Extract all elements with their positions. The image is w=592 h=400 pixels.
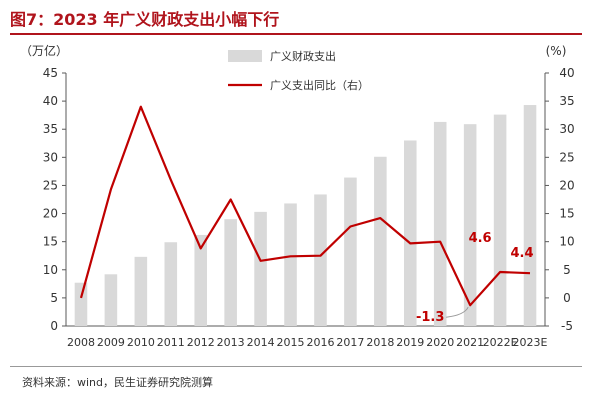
bar-series xyxy=(74,105,537,327)
x-tick-label: 2009 xyxy=(97,336,125,349)
x-tick-label: 2023E xyxy=(513,336,548,349)
right-tick-label: 10 xyxy=(559,235,574,249)
x-tick-label: 2008 xyxy=(67,336,95,349)
right-tick-label: 35 xyxy=(559,94,574,108)
right-tick-label: 15 xyxy=(559,207,574,221)
right-tick-label: 5 xyxy=(563,263,571,277)
growth-line xyxy=(79,105,531,307)
bar xyxy=(493,114,507,326)
chart-axes: 0 5 10 15 20 25 30 35 40 45 -5 0 5 10 15 20 25 30 35 40 （万亿）… xyxy=(20,43,575,349)
left-tick-label: 5 xyxy=(50,291,58,305)
left-tick-label: 40 xyxy=(43,94,58,108)
x-tick-label: 2010 xyxy=(127,336,155,349)
x-tick-label: 2014 xyxy=(247,336,275,349)
bar xyxy=(284,203,297,326)
right-tick-label: 0 xyxy=(563,291,571,305)
data-label: -1.3 xyxy=(416,310,444,325)
left-axis-label: （万亿） xyxy=(20,43,68,58)
bar xyxy=(344,177,357,326)
x-tick-label: 2021 xyxy=(456,336,484,349)
left-tick-label: 45 xyxy=(43,66,58,80)
bar xyxy=(74,282,88,326)
x-tick-label: 2016 xyxy=(306,336,334,349)
bar xyxy=(314,194,327,326)
x-tick-label: 2013 xyxy=(217,336,245,349)
title-divider xyxy=(10,33,582,35)
left-tick-label: 25 xyxy=(43,178,58,192)
left-tick-label: 35 xyxy=(43,122,58,136)
bar xyxy=(104,274,118,326)
bar xyxy=(433,121,447,326)
bar xyxy=(224,219,237,326)
bar xyxy=(164,242,178,326)
legend-label-bar: 广义财政支出 xyxy=(270,49,336,63)
bar xyxy=(463,124,477,326)
left-tick-label: 20 xyxy=(43,207,58,221)
x-tick-label: 2011 xyxy=(157,336,185,349)
right-tick-label: 25 xyxy=(559,150,574,164)
bar xyxy=(523,105,537,327)
right-tick-label: 30 xyxy=(559,122,574,136)
left-tick-label: 0 xyxy=(50,319,58,333)
line-series xyxy=(79,105,531,307)
left-tick-label: 15 xyxy=(43,235,58,249)
bar xyxy=(194,234,208,326)
data-label: 4.4 xyxy=(511,246,534,261)
x-tick-label: 2022E xyxy=(483,336,518,349)
right-tick-label: 20 xyxy=(559,178,574,192)
bar xyxy=(134,256,148,326)
right-tick-label: 40 xyxy=(559,66,574,80)
figure-title: 图7：2023 年广义财政支出小幅下行 xyxy=(10,10,280,29)
source-note: 资料来源：wind，民生证券研究院测算 xyxy=(22,376,214,389)
legend-label-line: 广义支出同比（右） xyxy=(270,78,369,92)
right-tick-label: -5 xyxy=(561,319,573,333)
data-label: 4.6 xyxy=(469,231,492,246)
source-divider xyxy=(10,366,582,367)
right-axis-label: (%) xyxy=(546,44,567,58)
bar xyxy=(254,211,267,326)
chart-labels: -1.3 4.6 4.4 xyxy=(416,231,534,325)
left-tick-label: 30 xyxy=(43,150,58,164)
left-tick-label: 10 xyxy=(43,263,58,277)
x-tick-label: 2018 xyxy=(366,336,394,349)
annotation-leader xyxy=(446,306,469,318)
bar xyxy=(403,140,417,326)
legend-swatch-bar xyxy=(228,50,262,62)
x-tick-label: 2012 xyxy=(187,336,215,349)
x-tick-label: 2015 xyxy=(277,336,305,349)
x-tick-label: 2020 xyxy=(426,336,454,349)
bar xyxy=(374,156,387,326)
x-tick-label: 2017 xyxy=(336,336,364,349)
x-tick-label: 2019 xyxy=(396,336,424,349)
